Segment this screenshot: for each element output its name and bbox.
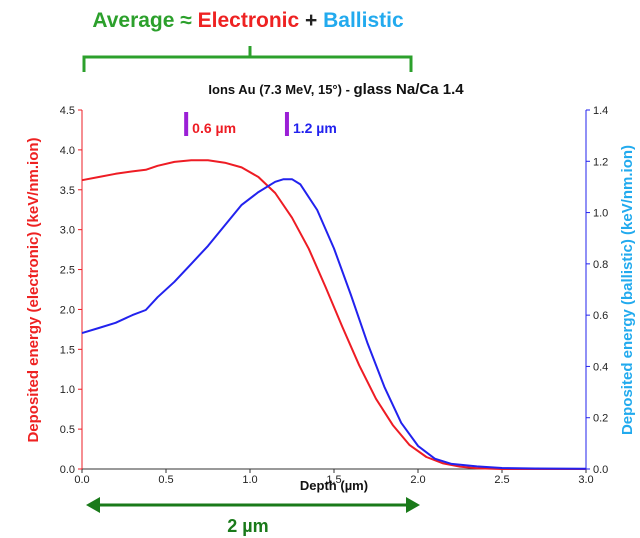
x-tick-label: 2.5 (494, 474, 509, 486)
chart-title-prefix: Ions Au (7.3 MeV, 15°) - (208, 82, 353, 97)
average-brace (82, 46, 413, 72)
y-axis-left-label: Deposited energy (electronic) (keV/nm.io… (25, 137, 42, 442)
y-left-tick-label: 0.0 (60, 464, 75, 476)
y-right-tick-label: 1.2 (593, 156, 608, 168)
series-line-electronic (81, 159, 586, 470)
y-right-tick-label: 1.4 (593, 105, 608, 117)
x-tick-label: 2.0 (410, 474, 425, 486)
x-tick-label: 0.5 (158, 474, 173, 486)
depth-arrow (86, 497, 420, 513)
depth-arrow-head-right (406, 497, 420, 513)
y-right-tick-label: 0.0 (593, 464, 608, 476)
y-left-tick-label: 3.5 (60, 185, 75, 197)
header-ballistic: Ballistic (323, 9, 404, 32)
y-left-tick-label: 1.5 (60, 344, 75, 356)
header-approx: ≈ (174, 9, 197, 32)
y-left-tick-label: 4.0 (60, 145, 75, 157)
x-tick-label: 1.0 (242, 474, 257, 486)
x-axis-label: Depth (µm) (300, 478, 368, 493)
y-right-tick-label: 0.6 (593, 310, 608, 322)
series-line-ballistic (81, 178, 587, 470)
y-left-tick-label: 0.5 (60, 424, 75, 436)
y-right-tick-label: 0.2 (593, 413, 608, 425)
header-electronic: Electronic (198, 9, 300, 32)
depth-arrow-head-left (86, 497, 100, 513)
depth-arrow-label: 2 µm (227, 516, 268, 536)
y-left-tick-label: 2.0 (60, 304, 75, 316)
header-plus: + (299, 9, 323, 32)
y-right-tick-label: 0.8 (593, 259, 608, 271)
peak-label: 1.2 µm (293, 120, 337, 136)
y-left-tick-label: 4.5 (60, 105, 75, 117)
x-tick-label: 1.5 (326, 474, 341, 486)
peak-label: 0.6 µm (192, 120, 236, 136)
y-left-tick-label: 1.0 (60, 384, 75, 396)
chart-title-main: glass Na/Ca 1.4 (354, 81, 465, 98)
x-tick-label: 0.0 (74, 474, 89, 486)
x-tick-label: 3.0 (578, 474, 593, 486)
chart-title: Ions Au (7.3 MeV, 15°) - glass Na/Ca 1.4 (208, 81, 464, 98)
y-right-tick-label: 0.4 (593, 361, 608, 373)
header-formula: Average ≈ Electronic + Ballistic (92, 9, 404, 32)
y-axis-right-label: Deposited energy (ballistic) (keV/nm.ion… (619, 145, 636, 435)
axes (81, 110, 587, 470)
y-right-tick-label: 1.0 (593, 208, 608, 220)
y-left-tick-label: 3.0 (60, 225, 75, 237)
y-left-tick-label: 2.5 (60, 265, 75, 277)
header-average: Average (92, 9, 174, 32)
